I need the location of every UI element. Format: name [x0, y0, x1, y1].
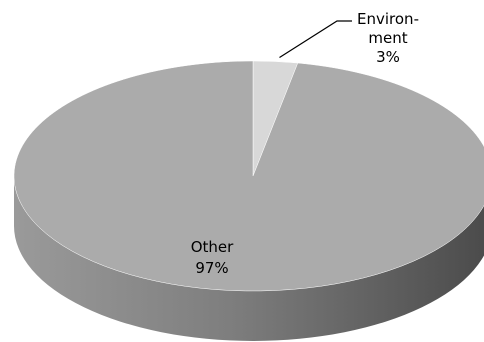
data-label-environment: Environ-ment 3%	[357, 10, 419, 66]
leader-lines	[279, 20, 352, 59]
leader-line-environment	[279, 20, 352, 59]
pie-top-face	[13, 60, 484, 292]
data-label-other: Other 97%	[191, 238, 234, 277]
data-labels: Environ-ment 3% Other 97%	[191, 10, 419, 277]
pie-side-wall	[14, 176, 484, 341]
pie-slice-other	[13, 60, 484, 292]
pie-side-surface	[14, 176, 484, 341]
